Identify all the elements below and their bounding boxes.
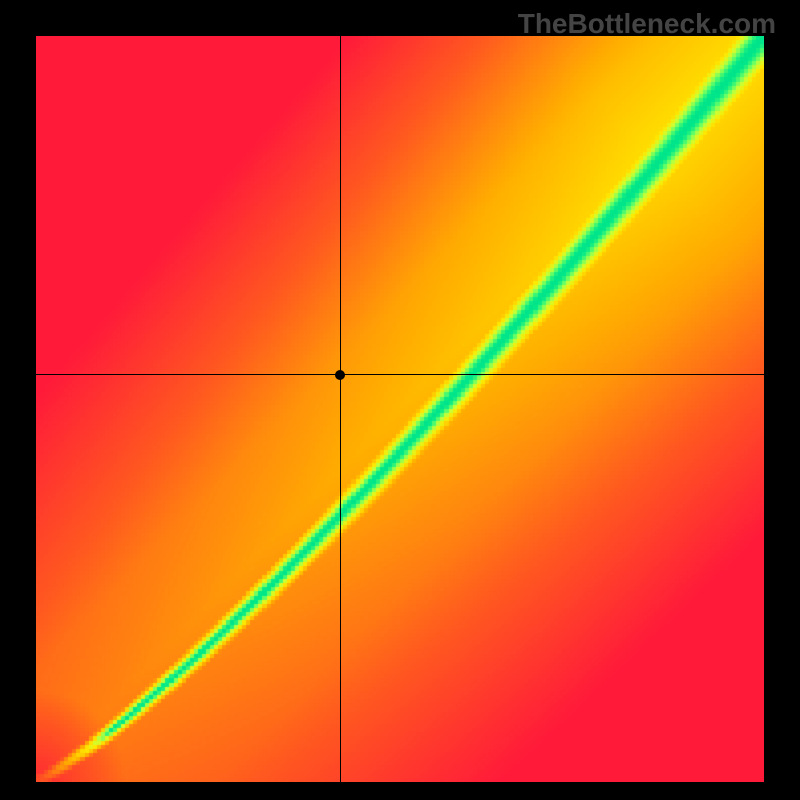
heatmap-canvas (36, 36, 764, 782)
watermark-text: TheBottleneck.com (518, 8, 776, 40)
crosshair-horizontal (36, 374, 764, 375)
crosshair-vertical (340, 36, 341, 782)
marker-dot (335, 370, 345, 380)
plot-area (36, 36, 764, 782)
